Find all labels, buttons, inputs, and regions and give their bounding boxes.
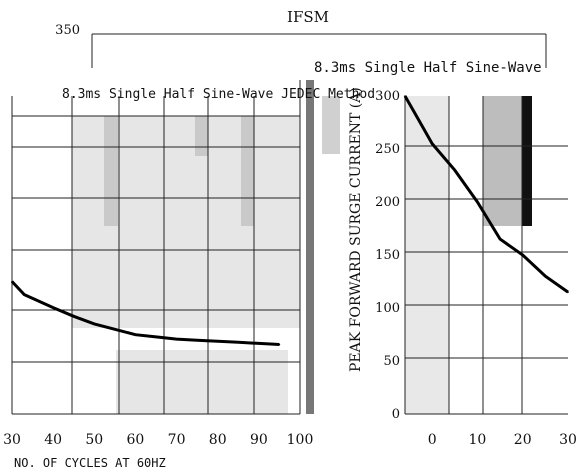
right-data-point bbox=[499, 238, 501, 240]
right-data-point bbox=[431, 142, 433, 145]
left-x-tick-labels: 30 40 50 60 70 80 90 100 bbox=[3, 432, 313, 448]
right-data-point bbox=[413, 111, 415, 113]
right-data-point bbox=[454, 169, 456, 171]
left-data-point bbox=[237, 341, 240, 344]
right-x-tick-label: 0 bbox=[428, 432, 437, 448]
x-axis-label: NO. OF CYCLES AT 60HZ bbox=[14, 456, 166, 470]
annotation-left: 8.3ms Single Half Sine-Wave JEDEC Method bbox=[62, 87, 375, 102]
left-panel-grid bbox=[11, 33, 547, 415]
right-panel-grid bbox=[404, 96, 568, 415]
left-data-point bbox=[196, 339, 198, 341]
left-x-tick-label: 70 bbox=[168, 432, 186, 448]
right-y-tick-label: 250 bbox=[375, 142, 400, 157]
right-x-tick-label: 10 bbox=[469, 432, 487, 448]
chart-title: IFSM bbox=[287, 8, 329, 26]
left-data-point bbox=[134, 333, 137, 336]
left-y-tick-label: 350 bbox=[55, 23, 80, 38]
left-data-point bbox=[72, 315, 75, 318]
right-x-tick-label: 30 bbox=[559, 432, 577, 448]
left-data-point bbox=[114, 328, 116, 331]
right-y-tick-label: 150 bbox=[375, 248, 400, 263]
right-data-point bbox=[544, 275, 547, 278]
left-data-point bbox=[52, 306, 54, 309]
left-x-tick-label: 30 bbox=[3, 432, 21, 448]
right-y-tick-label: 50 bbox=[383, 354, 400, 369]
left-data-point bbox=[175, 338, 178, 340]
left-panel-shading bbox=[72, 80, 340, 414]
left-x-tick-label: 90 bbox=[250, 432, 268, 448]
left-series-group bbox=[10, 280, 281, 346]
left-x-tick-label: 80 bbox=[209, 432, 227, 448]
left-data-point bbox=[258, 342, 260, 345]
left-y-tick-labels: 350 bbox=[55, 23, 80, 38]
right-y-tick-label: 200 bbox=[375, 195, 400, 210]
right-data-point bbox=[521, 254, 524, 256]
left-x-tick-label: 60 bbox=[127, 432, 145, 448]
left-data-point bbox=[278, 343, 281, 346]
left-x-tick-label: 50 bbox=[85, 432, 103, 448]
y-axis-label: PEAK FORWARD SURGE CURRENT (A) bbox=[348, 87, 364, 372]
right-data-point bbox=[567, 291, 569, 293]
right-data-point bbox=[404, 95, 406, 97]
right-panel-shading bbox=[405, 96, 532, 414]
left-data-point bbox=[11, 280, 13, 283]
right-x-tick-label: 20 bbox=[514, 432, 532, 448]
left-x-tick-label: 100 bbox=[287, 432, 314, 448]
left-data-point bbox=[155, 336, 157, 338]
annotation-right: 8.3ms Single Half Sine-Wave bbox=[314, 60, 542, 76]
right-x-tick-labels: 0 10 20 30 bbox=[428, 432, 577, 448]
right-y-tick-labels: 0 50 100 150 200 250 300 bbox=[375, 89, 400, 422]
right-y-tick-label: 100 bbox=[375, 301, 400, 316]
right-series-group bbox=[403, 95, 569, 294]
left-data-point bbox=[93, 323, 96, 325]
right-data-point bbox=[476, 201, 479, 203]
left-x-tick-label: 40 bbox=[44, 432, 62, 448]
left-data-point bbox=[216, 340, 219, 343]
left-series-line bbox=[10, 280, 280, 346]
right-y-tick-label: 300 bbox=[375, 89, 400, 104]
right-y-tick-label: 0 bbox=[392, 407, 400, 422]
left-data-point bbox=[23, 293, 26, 296]
